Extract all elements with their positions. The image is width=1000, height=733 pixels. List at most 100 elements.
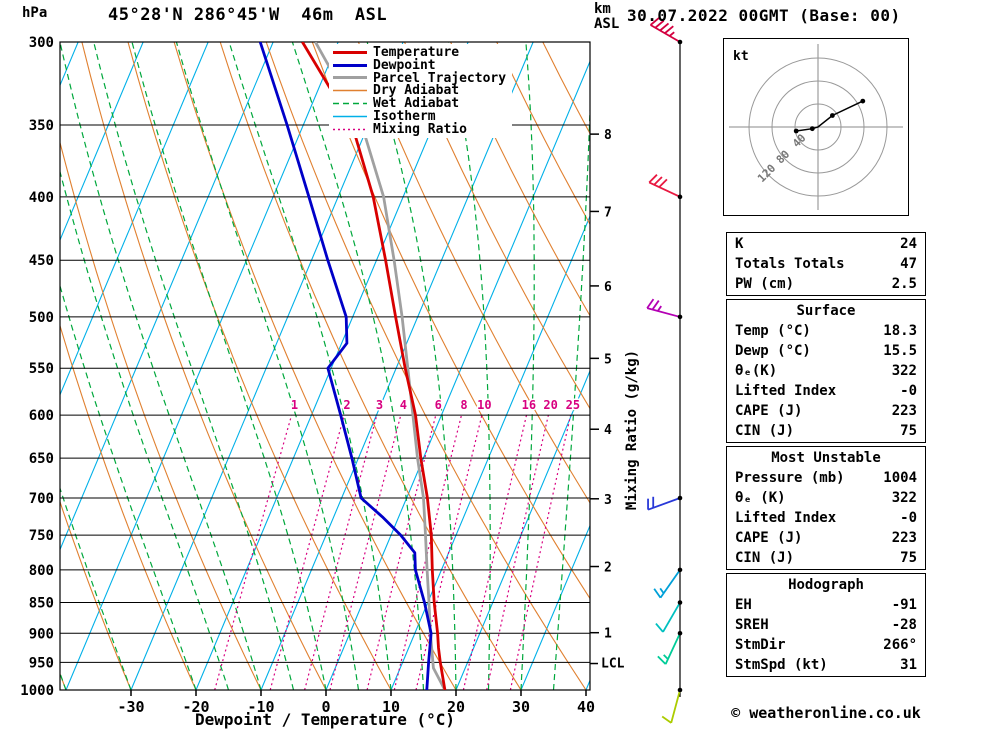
wet-adiabat-line — [366, 42, 457, 690]
table-row: CIN (J) 75 — [727, 421, 925, 441]
lcl-label: LCL — [601, 657, 625, 672]
metric-label: CIN (J) — [735, 423, 795, 439]
wind-barb-station-dot — [677, 687, 683, 693]
metric-label: Totals Totals — [735, 256, 845, 272]
wind-barb-station-dot — [677, 600, 683, 605]
mixing-ratio-line — [304, 414, 378, 690]
legend-label: Isotherm — [373, 108, 436, 124]
table-row: CAPE (J) 223 — [727, 528, 925, 548]
pressure-tick-label: 350 — [29, 118, 54, 134]
legend-item-isotherm: Isotherm — [332, 108, 506, 124]
table-row: EH -91 — [727, 595, 925, 615]
temperature-tick-label: -10 — [247, 698, 274, 716]
km-axis-title-km: km — [594, 1, 611, 17]
metric-label: CAPE (J) — [735, 530, 803, 546]
isotherm-line — [60, 42, 144, 242]
temperature-tick-label: 30 — [512, 698, 530, 716]
metric-label: StmDir — [735, 637, 786, 653]
table-row: θₑ(K) 322 — [727, 361, 925, 381]
skewt-chart: 3003504004505005506006507007508008509009… — [20, 35, 640, 716]
table-row: Totals Totals 47 — [727, 254, 925, 274]
pressure-axis-unit: hPa — [22, 5, 48, 21]
legend-label: Parcel Trajectory — [373, 70, 507, 86]
pressure-tick-label: 850 — [29, 596, 54, 612]
mixing-ratio-line — [269, 414, 345, 690]
metric-value: -91 — [891, 597, 917, 613]
wind-barb — [646, 298, 681, 318]
table-row: StmSpd (kt) 31 — [727, 655, 925, 675]
metric-value: 18.3 — [883, 323, 917, 339]
isotherm-line — [60, 42, 274, 551]
mixing-ratio-lines — [214, 414, 572, 690]
table-row: PW (cm) 2.5 — [727, 274, 925, 294]
legend-label: Dewpoint — [373, 57, 436, 73]
legend-swatch — [333, 102, 367, 105]
indices-table: K 24 Totals Totals 47 PW (cm) 2.5 — [726, 232, 926, 296]
pressure-tick-label: 750 — [29, 528, 54, 544]
legend-item-temperature: Temperature — [332, 45, 506, 60]
metric-label: Dewp (°C) — [735, 343, 811, 359]
metric-label: CIN (J) — [735, 550, 795, 566]
temperature-tick-label: -20 — [182, 698, 209, 716]
isotherm-line — [520, 524, 590, 690]
table-row: K 24 — [727, 234, 925, 254]
pressure-tick-label: 800 — [29, 563, 54, 579]
mixing-ratio-value-label: 25 — [566, 398, 580, 412]
metric-label: K — [735, 236, 744, 252]
table-header: Hodograph — [788, 577, 864, 593]
km-tick-label: 3 — [604, 493, 612, 508]
pressure-tick-label: 950 — [29, 655, 54, 671]
dry-adiabat-line — [60, 140, 262, 690]
mixing-ratio-line — [329, 414, 402, 690]
dry-adiabat-line — [265, 42, 587, 690]
wind-barb-station-dot — [677, 314, 683, 320]
mixing-ratio-line — [393, 414, 463, 690]
metric-value: 47 — [900, 256, 917, 272]
temperature-tick-label: 10 — [382, 698, 400, 716]
pressure-tick-label: 450 — [29, 253, 54, 269]
pressure-tick-label: 550 — [29, 361, 54, 377]
wet-adiabat-line — [93, 42, 295, 690]
legend-item-dewpoint: Dewpoint — [332, 57, 506, 73]
wind-barb — [653, 569, 681, 599]
wind-barb-station-dot — [677, 495, 683, 501]
temperature-tick-label: -30 — [117, 698, 144, 716]
table-header: Surface — [796, 303, 856, 319]
metric-label: Pressure (mb) — [735, 470, 845, 486]
metric-label: EH — [735, 597, 752, 613]
pressure-tick-label: 300 — [29, 35, 54, 51]
km-axis-title: km ASL — [594, 2, 619, 32]
dry-adiabat-line — [81, 42, 327, 690]
km-tick-label: 1 — [604, 627, 612, 642]
run-datetime: 30.07.2022 00GMT (Base: 00) — [627, 6, 901, 25]
dewpoint-curve — [258, 42, 433, 690]
plot-border — [59, 41, 591, 691]
legend-item-dry-adiabat: Dry Adiabat — [332, 83, 506, 98]
hodograph-point — [830, 113, 835, 118]
hodograph-point — [793, 128, 799, 134]
wind-barb — [661, 689, 681, 724]
mixing-ratio-value-label: 1 — [291, 398, 298, 412]
km-tick-label: 5 — [604, 352, 612, 367]
metric-label: SREH — [735, 617, 769, 633]
table-row: Pressure (mb) 1004 — [727, 468, 925, 488]
hodograph-unit-label: kt — [733, 49, 749, 64]
dry-adiabat-line — [450, 42, 590, 317]
metric-value: -28 — [891, 617, 917, 633]
mixing-ratio-value-label: 3 — [376, 398, 383, 412]
hodograph-ring — [771, 80, 865, 174]
background-field-lines — [60, 42, 590, 690]
metric-value: 322 — [891, 363, 917, 379]
metric-label: θₑ(K) — [735, 363, 778, 379]
metric-value: 322 — [891, 490, 917, 506]
table-row: Lifted Index -0 — [727, 381, 925, 401]
isotherm-line — [130, 42, 404, 690]
metric-label: θₑ (K) — [735, 490, 786, 506]
pressure-tick-label: 900 — [29, 626, 54, 642]
table-row: θₑ (K) 322 — [727, 488, 925, 508]
parcel-curve — [314, 42, 447, 690]
legend-item-parcel-trajectory: Parcel Trajectory — [332, 70, 507, 86]
temperature-tick-label: 0 — [321, 698, 330, 716]
table-row: StmDir 266° — [727, 635, 925, 655]
